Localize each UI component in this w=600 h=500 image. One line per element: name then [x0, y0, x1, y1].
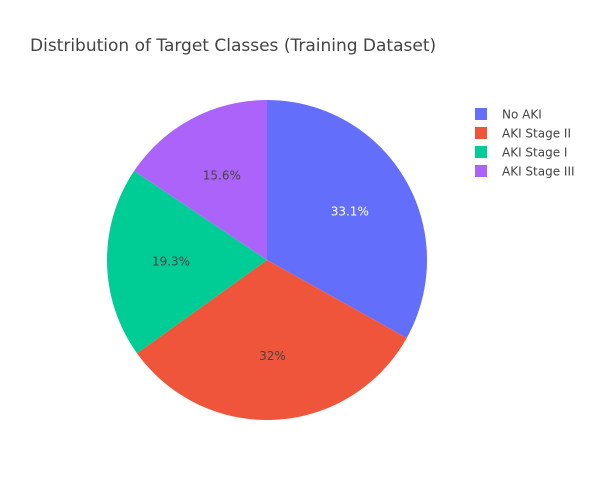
legend-item[interactable]: No AKI: [475, 108, 542, 122]
legend-label: AKI Stage III: [502, 165, 575, 179]
slice-percent-label: 32%: [259, 349, 286, 363]
chart-title: Distribution of Target Classes (Training…: [30, 36, 436, 56]
pie-slice-aki-stage-iii[interactable]: [134, 100, 267, 260]
slice-percent-label: 19.3%: [152, 255, 190, 269]
pie-slice-aki-stage-ii[interactable]: [136, 260, 407, 420]
slice-percent-label: 33.1%: [331, 204, 369, 218]
legend-swatch: [475, 108, 487, 120]
pie-slice-no-aki[interactable]: [267, 100, 427, 338]
legend: No AKI AKI Stage II AKI Stage I AKI Stage I…: [475, 108, 575, 179]
legend-label: No AKI: [502, 108, 542, 122]
pie-slice-aki-stage-i[interactable]: [107, 170, 267, 354]
legend-swatch: [475, 165, 487, 177]
legend-item[interactable]: AKI Stage I: [475, 146, 567, 160]
legend-swatch: [475, 146, 487, 158]
legend-swatch: [475, 127, 487, 139]
legend-item[interactable]: AKI Stage III: [475, 165, 575, 179]
pie-slices: [107, 100, 427, 420]
slice-percent-label: 15.6%: [203, 168, 241, 182]
legend-label: AKI Stage II: [502, 127, 571, 141]
legend-item[interactable]: AKI Stage II: [475, 127, 571, 141]
slice-labels: 33.1% 32% 19.3% 15.6%: [152, 168, 369, 363]
legend-label: AKI Stage I: [502, 146, 567, 160]
